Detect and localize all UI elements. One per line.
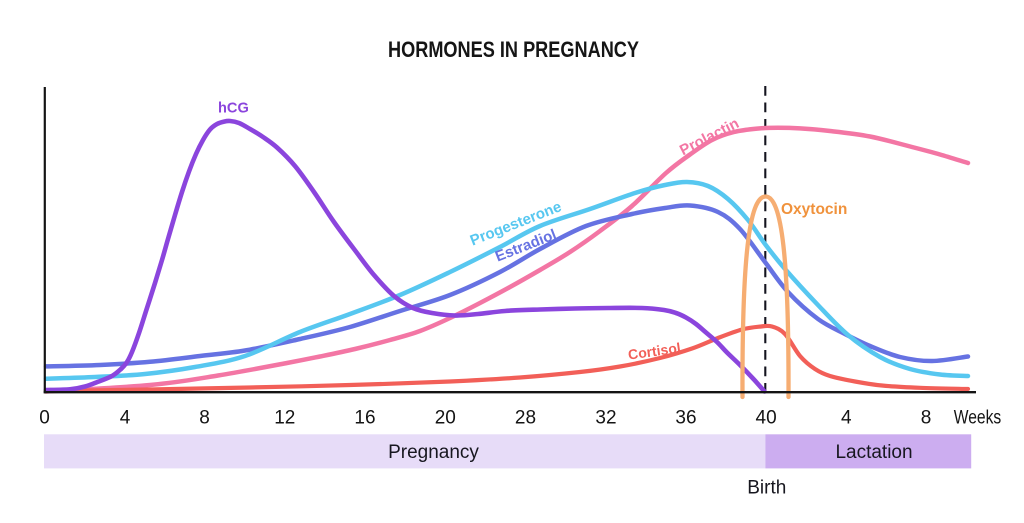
svg-text:36: 36 — [675, 408, 696, 429]
svg-text:40: 40 — [756, 408, 777, 429]
svg-text:4: 4 — [841, 408, 852, 429]
svg-text:28: 28 — [515, 408, 536, 429]
svg-text:HORMONES IN PREGNANCY: HORMONES IN PREGNANCY — [388, 37, 639, 62]
svg-text:Cortisol: Cortisol — [627, 339, 682, 362]
svg-text:Weeks: Weeks — [954, 408, 1002, 429]
svg-text:32: 32 — [595, 408, 616, 429]
svg-text:0: 0 — [39, 408, 50, 429]
svg-text:4: 4 — [120, 408, 131, 429]
svg-text:Oxytocin: Oxytocin — [781, 201, 847, 218]
svg-text:Lactation: Lactation — [835, 442, 912, 463]
svg-text:Birth: Birth — [747, 477, 786, 498]
svg-text:20: 20 — [435, 408, 456, 429]
svg-text:8: 8 — [921, 408, 932, 429]
svg-text:Pregnancy: Pregnancy — [388, 442, 479, 463]
svg-text:16: 16 — [354, 408, 375, 429]
svg-text:8: 8 — [199, 408, 210, 429]
svg-text:hCG: hCG — [218, 101, 249, 117]
svg-text:12: 12 — [274, 408, 295, 429]
